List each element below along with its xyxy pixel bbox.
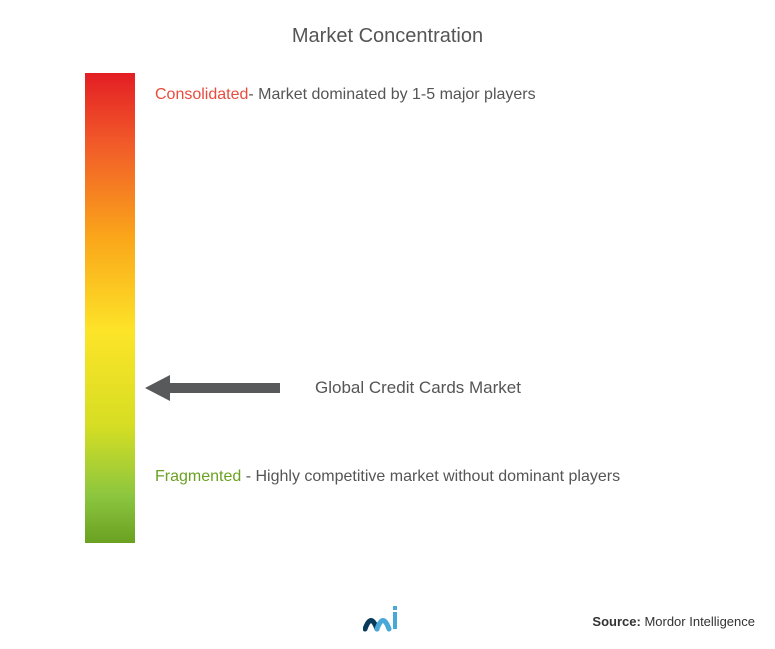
- fragmented-emphasis: Fragmented: [155, 468, 241, 485]
- fragmented-description: - Highly competitive market without domi…: [241, 468, 620, 485]
- chart-container: Consolidated- Market dominated by 1-5 ma…: [0, 73, 775, 553]
- consolidated-description: - Market dominated by 1-5 major players: [248, 86, 535, 103]
- arrow-left-icon: [145, 373, 280, 403]
- source-name: Mordor Intelligence: [644, 614, 755, 629]
- market-position-marker: Global Credit Cards Market: [145, 373, 521, 403]
- source-prefix: Source:: [592, 614, 640, 629]
- concentration-gradient-bar: [85, 73, 135, 543]
- consolidated-label: Consolidated- Market dominated by 1-5 ma…: [155, 81, 536, 108]
- chart-title: Market Concentration: [0, 0, 775, 48]
- consolidated-emphasis: Consolidated: [155, 86, 248, 103]
- source-attribution: Source: Mordor Intelligence: [592, 614, 755, 629]
- fragmented-label: Fragmented - Highly competitive market w…: [155, 463, 620, 490]
- market-name-label: Global Credit Cards Market: [315, 378, 521, 398]
- brand-logo: [363, 604, 413, 639]
